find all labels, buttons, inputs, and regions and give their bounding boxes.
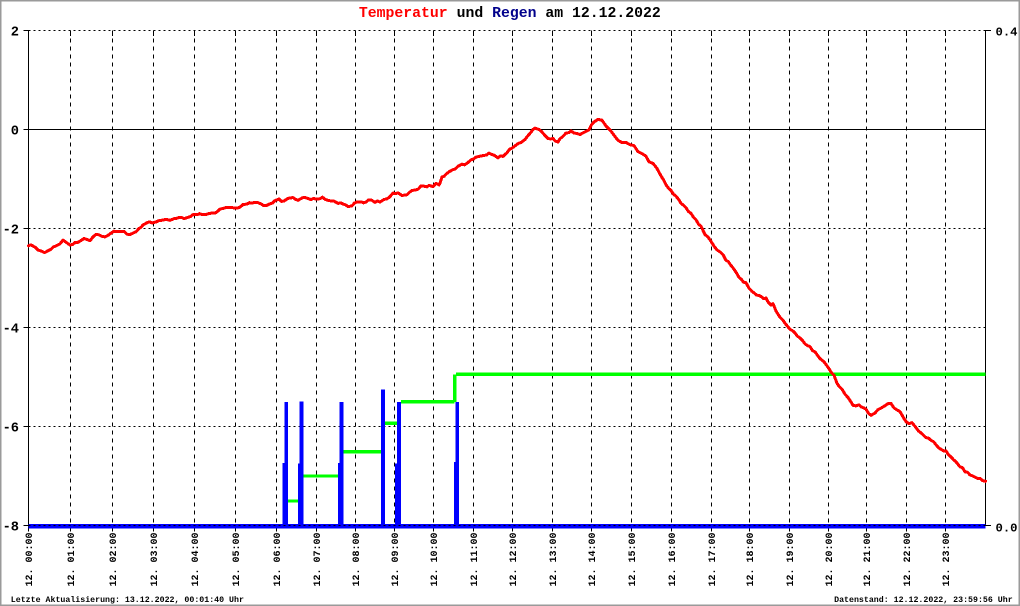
svg-text:12. 10:00: 12. 10:00 [430,533,441,587]
svg-text:12. 05:00: 12. 05:00 [232,533,243,587]
svg-text:12. 13:00: 12. 13:00 [549,533,560,587]
svg-text:12. 18:00: 12. 18:00 [746,533,757,587]
svg-text:-8: -8 [3,520,19,535]
svg-text:2: 2 [11,25,19,40]
svg-text:Temperatur und Regen am 12.12.: Temperatur und Regen am 12.12.2022 [359,6,661,22]
svg-text:12. 12:00: 12. 12:00 [509,533,520,587]
svg-text:12. 09:00: 12. 09:00 [391,533,402,587]
svg-text:-4: -4 [3,322,19,337]
svg-text:12. 17:00: 12. 17:00 [708,533,719,587]
svg-text:-6: -6 [3,421,19,436]
svg-text:0.4: 0.4 [996,25,1018,39]
svg-text:-2: -2 [3,223,19,238]
svg-text:12. 04:00: 12. 04:00 [191,533,202,587]
svg-text:12. 02:00: 12. 02:00 [109,533,120,587]
svg-text:12. 15:00: 12. 15:00 [628,533,639,587]
svg-text:12. 16:00: 12. 16:00 [668,533,679,587]
svg-text:0.0: 0.0 [996,522,1018,536]
svg-text:12. 08:00: 12. 08:00 [352,533,363,587]
svg-text:12. 03:00: 12. 03:00 [150,533,161,587]
svg-text:12. 01:00: 12. 01:00 [67,533,78,587]
svg-text:12. 20:00: 12. 20:00 [825,533,836,587]
svg-text:12. 21:00: 12. 21:00 [863,533,874,587]
svg-text:12. 11:00: 12. 11:00 [470,533,481,587]
svg-text:Datenstand: 12.12.2022, 23:59:: Datenstand: 12.12.2022, 23:59:56 Uhr [834,595,1013,605]
svg-text:Letzte Aktualisierung: 13.12.2: Letzte Aktualisierung: 13.12.2022, 00:01… [11,595,244,605]
svg-text:12. 14:00: 12. 14:00 [588,533,599,587]
svg-text:12. 19:00: 12. 19:00 [786,533,797,587]
svg-text:12. 22:00: 12. 22:00 [903,533,914,587]
svg-text:12. 00:00: 12. 00:00 [25,533,36,587]
svg-text:0: 0 [11,124,19,139]
svg-text:12. 07:00: 12. 07:00 [313,533,324,587]
svg-text:12. 06:00: 12. 06:00 [273,533,284,587]
svg-text:12. 23:00: 12. 23:00 [942,533,953,587]
